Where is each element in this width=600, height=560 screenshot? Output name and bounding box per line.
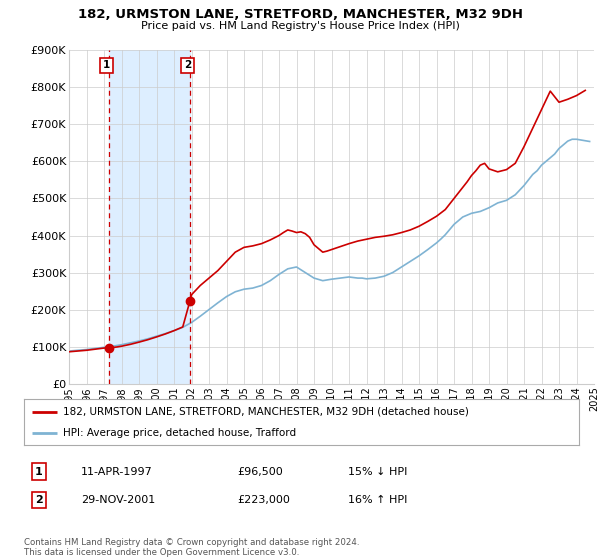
Text: 2: 2 [35,495,43,505]
Text: 1: 1 [35,466,43,477]
Bar [109,50,190,384]
Text: 29-NOV-2001: 29-NOV-2001 [81,495,155,505]
Text: £223,000: £223,000 [237,495,290,505]
Text: 2: 2 [184,60,191,71]
Text: 1: 1 [103,60,110,71]
Text: 11-APR-1997: 11-APR-1997 [81,466,153,477]
Text: £96,500: £96,500 [237,466,283,477]
Text: 16% ↑ HPI: 16% ↑ HPI [348,495,407,505]
Text: 182, URMSTON LANE, STRETFORD, MANCHESTER, M32 9DH (detached house): 182, URMSTON LANE, STRETFORD, MANCHESTER… [63,407,469,417]
Text: Contains HM Land Registry data © Crown copyright and database right 2024.
This d: Contains HM Land Registry data © Crown c… [24,538,359,557]
Text: Price paid vs. HM Land Registry's House Price Index (HPI): Price paid vs. HM Land Registry's House … [140,21,460,31]
Text: 15% ↓ HPI: 15% ↓ HPI [348,466,407,477]
Text: HPI: Average price, detached house, Trafford: HPI: Average price, detached house, Traf… [63,428,296,438]
Text: 182, URMSTON LANE, STRETFORD, MANCHESTER, M32 9DH: 182, URMSTON LANE, STRETFORD, MANCHESTER… [77,8,523,21]
